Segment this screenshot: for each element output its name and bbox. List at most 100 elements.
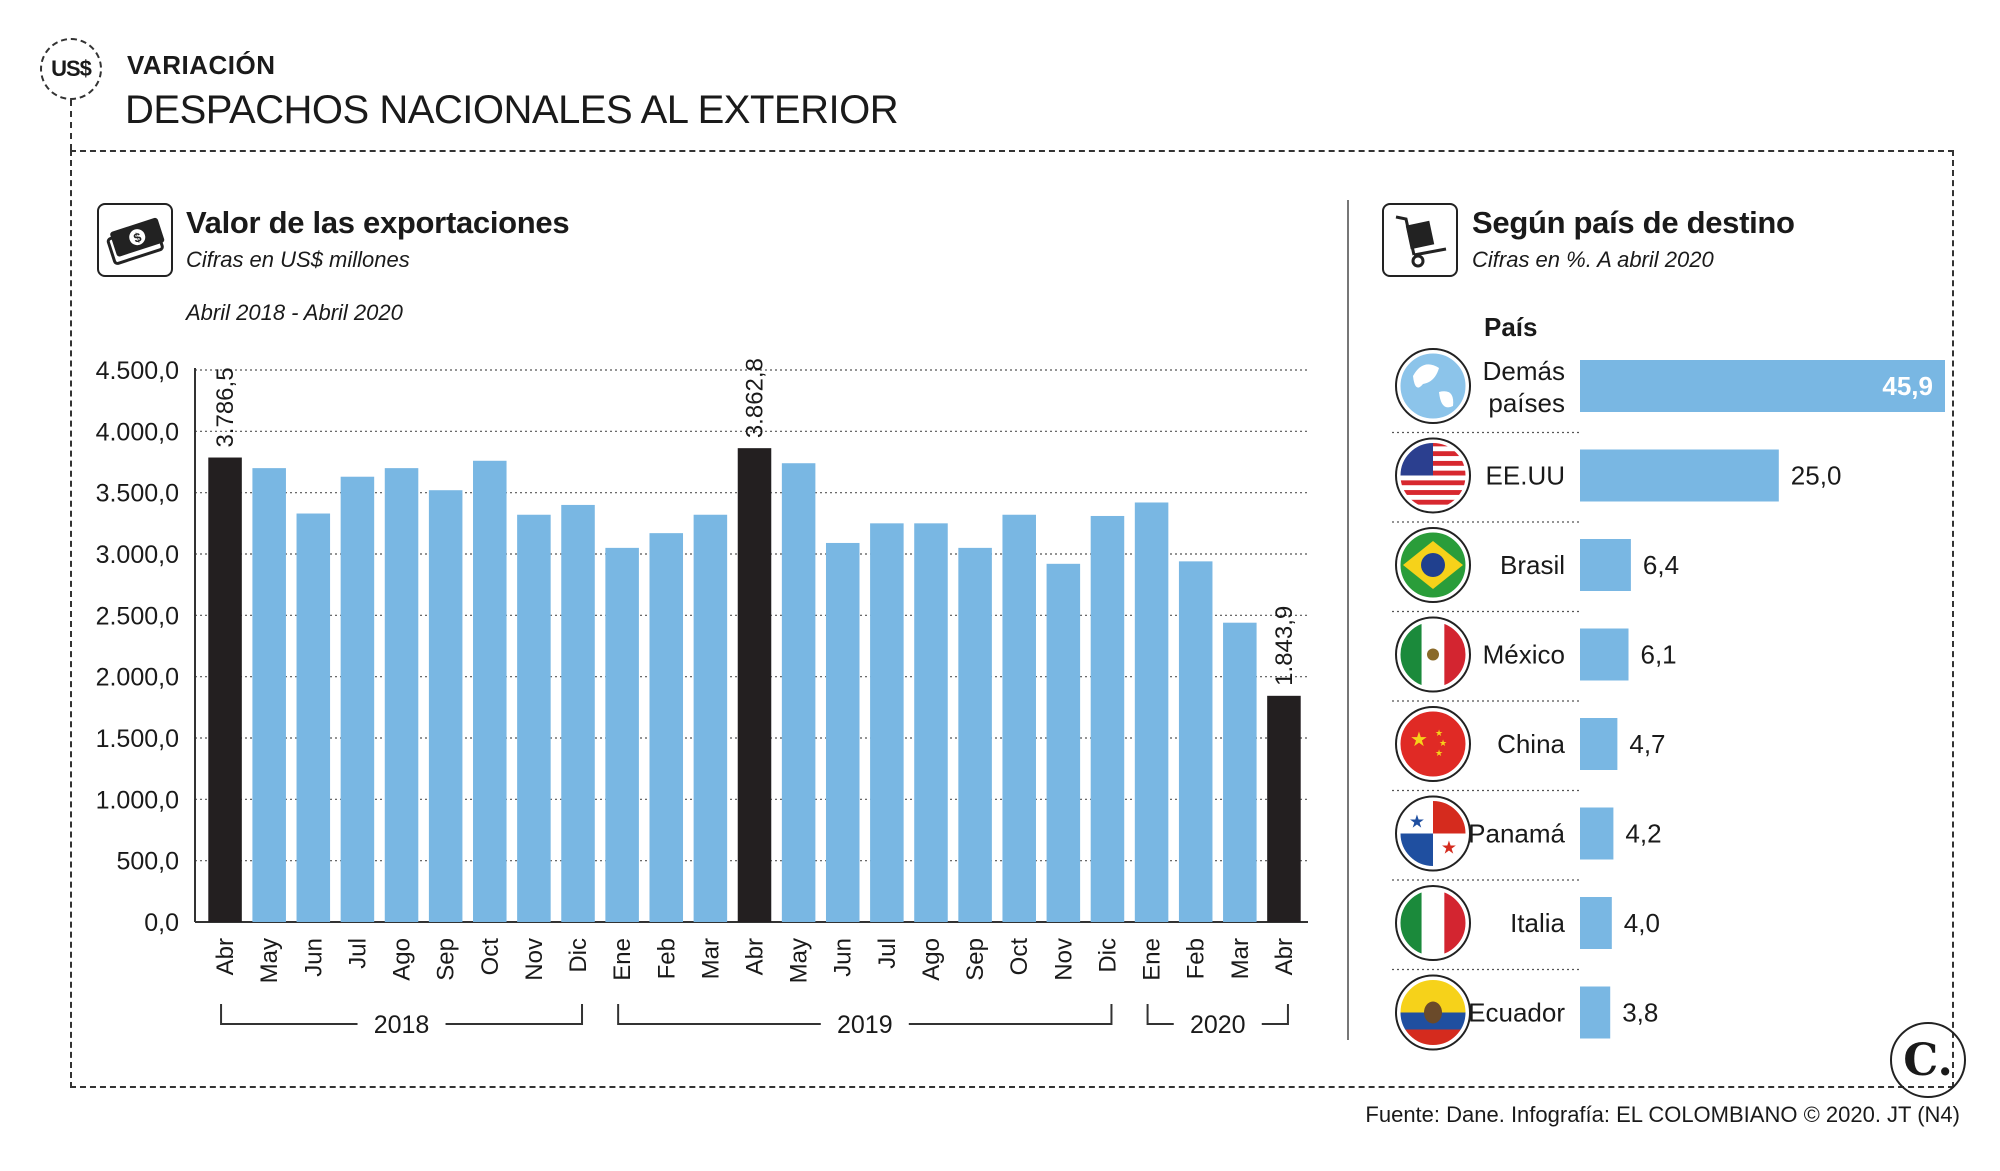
y-tick-label: 2.000,0 — [96, 664, 179, 692]
destination-panel-subtitle: Cifras en %. A abril 2020 — [1472, 247, 1714, 272]
exports-bar-chart: 0,0 500,0 1.000,0 1.500,0 2.000,0 2.500,0 3.00… — [96, 357, 1308, 1039]
svg-text:★: ★ — [1410, 729, 1428, 751]
x-tick-label: May — [256, 938, 283, 983]
brand-logo: C. — [1890, 1022, 1966, 1098]
country-column-header: País — [1484, 312, 1538, 342]
globe-icon — [1399, 352, 1467, 420]
exports-panel-subtitle: Cifras en US$ millones — [186, 247, 410, 272]
y-tick-label: 1.000,0 — [96, 786, 179, 814]
country-value-label: 6,1 — [1641, 640, 1677, 670]
bar — [781, 463, 816, 922]
bar — [296, 513, 331, 922]
bar — [1223, 622, 1257, 922]
svg-text:★: ★ — [1439, 738, 1447, 748]
country-value-label: 4,2 — [1625, 819, 1661, 849]
header-connector-line — [70, 100, 72, 150]
year-bracket-left — [220, 1004, 358, 1025]
country-bar — [1580, 807, 1614, 860]
bar — [605, 547, 639, 922]
x-tick-label: Nov — [521, 938, 548, 981]
year-bracket-right — [1261, 1004, 1289, 1025]
money-bill-icon: $ — [97, 203, 173, 277]
y-tick-label: 4.500,0 — [96, 357, 179, 385]
bar — [914, 523, 948, 922]
year-bracket-right — [445, 1004, 584, 1025]
country-bar — [1580, 449, 1779, 502]
bar — [693, 514, 728, 922]
bar-value-label: 3.786,5 — [212, 367, 239, 447]
destination-row: México 6,1 — [1392, 610, 1677, 693]
country-value-label: 4,0 — [1624, 908, 1660, 938]
year-group-label: 2019 — [837, 1011, 893, 1039]
content-frame — [70, 150, 1954, 1088]
country-label: Italia — [1510, 908, 1565, 938]
bar — [517, 514, 551, 922]
china-flag-icon: ★ ★★★ — [1399, 710, 1467, 778]
x-tick-label: Ene — [609, 938, 636, 981]
x-tick-label: Mar — [1227, 938, 1254, 979]
bar — [870, 523, 904, 922]
bar — [649, 533, 684, 922]
country-label: México — [1483, 640, 1565, 670]
x-tick-label: Oct — [1006, 938, 1033, 976]
x-tick-label: Oct — [477, 938, 504, 976]
year-bracket-left — [1146, 1004, 1174, 1025]
svg-text:★: ★ — [1409, 812, 1425, 832]
section-kicker: VARIACIÓN — [127, 50, 276, 80]
country-value-label: 25,0 — [1791, 461, 1842, 491]
x-tick-label: Abr — [1271, 938, 1298, 975]
page-title: DESPACHOS NACIONALES AL EXTERIOR — [125, 88, 899, 132]
bar — [1267, 695, 1301, 922]
year-bracket-right — [908, 1004, 1113, 1025]
x-tick-label: Feb — [653, 938, 680, 979]
currency-logo-icon: US$ — [40, 38, 102, 100]
country-label: Brasil — [1500, 550, 1565, 580]
year-group-label: 2018 — [374, 1011, 430, 1039]
year-bracket-left — [617, 1004, 821, 1025]
y-tick-label: 500,0 — [116, 848, 179, 876]
country-bar — [1580, 539, 1631, 591]
country-value-label: 45,9 — [1882, 371, 1933, 401]
country-bar — [1580, 897, 1612, 949]
country-bar — [1580, 718, 1618, 770]
country-bar — [1580, 360, 1945, 412]
bar — [1178, 561, 1213, 922]
hand-truck-box-icon — [1382, 203, 1458, 277]
bar — [825, 542, 860, 922]
bar-value-label: 1.843,9 — [1271, 606, 1298, 686]
svg-text:★: ★ — [1435, 728, 1443, 738]
y-tick-label: 3.500,0 — [96, 480, 179, 508]
year-group-label: 2020 — [1190, 1011, 1246, 1039]
x-tick-label: Mar — [697, 938, 724, 979]
country-label: China — [1497, 729, 1565, 759]
bar — [1090, 515, 1125, 922]
country-value-label: 4,7 — [1629, 729, 1665, 759]
y-tick-label: 1.500,0 — [96, 725, 179, 753]
country-value-label: 6,4 — [1643, 550, 1679, 580]
destination-row: EE.UU 25,0 — [1392, 431, 1842, 514]
bar-value-label: 3.862,8 — [742, 358, 769, 438]
x-tick-label: Sep — [433, 938, 460, 981]
y-tick-label: 0,0 — [144, 909, 179, 937]
bar — [208, 457, 242, 922]
brazil-flag-icon — [1399, 531, 1467, 599]
destination-row: Brasil 6,4 — [1392, 521, 1679, 603]
x-tick-label: Jul — [344, 938, 371, 969]
x-tick-label: Ago — [389, 938, 416, 981]
country-label: EE.UU — [1486, 461, 1565, 491]
x-tick-label: Sep — [962, 938, 989, 981]
exports-panel-title: Valor de las exportaciones — [186, 205, 570, 240]
bar — [737, 448, 772, 922]
panel-divider — [1347, 200, 1349, 1040]
bar — [1002, 514, 1036, 922]
x-tick-label: Jul — [874, 938, 901, 969]
y-tick-label: 3.000,0 — [96, 541, 179, 569]
x-tick-label: Jun — [300, 938, 327, 977]
x-tick-label: Abr — [212, 938, 239, 975]
x-tick-label: Ago — [918, 938, 945, 981]
destination-row: Ecuador 3,8 — [1392, 968, 1658, 1051]
bar — [428, 490, 463, 922]
x-tick-label: Ene — [1139, 938, 1166, 981]
